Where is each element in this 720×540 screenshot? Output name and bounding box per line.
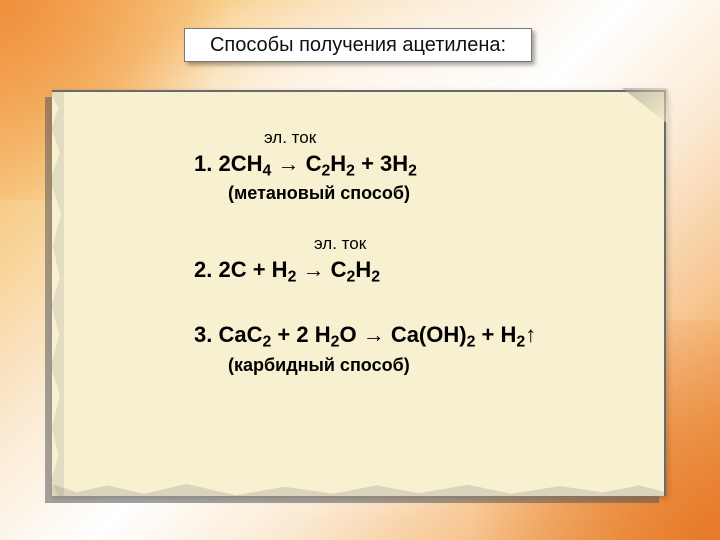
- r2-rhs1: C: [331, 257, 347, 282]
- r3-lhs1: CaC: [218, 322, 262, 347]
- r3-up: ↑: [525, 322, 536, 347]
- r2-arrow: →: [303, 257, 325, 282]
- r1-lhs-sub: 4: [263, 162, 272, 179]
- r1-arrow: →: [277, 151, 299, 176]
- r3-rhs2-sub: 2: [516, 334, 525, 351]
- parchment-panel: эл. ток 1. 2CH4 → C2H2 + 3H2 (метановый …: [52, 90, 666, 496]
- reaction-1-method: (метановый способ): [194, 183, 634, 204]
- r2-lhs1: 2C + H: [218, 257, 287, 282]
- reaction-1-condition: эл. ток: [194, 128, 634, 148]
- r3-rhs1: Ca(OH): [391, 322, 467, 347]
- r1-rhs1-sub: 2: [321, 162, 330, 179]
- reaction-2-condition: эл. ток: [194, 234, 634, 254]
- r2-rhs2-sub: 2: [371, 269, 380, 286]
- r2-lhs1-sub: 2: [288, 269, 297, 286]
- reaction-2: эл. ток 2. 2C + H2 → C2H2: [194, 234, 634, 287]
- reaction-1-equation: 1. 2CH4 → C2H2 + 3H2: [194, 150, 634, 181]
- r3-rhs2: + H: [475, 322, 516, 347]
- r1-plus: +: [355, 151, 380, 176]
- r1-rhs1: C: [306, 151, 322, 176]
- title-text: Способы получения ацетилена:: [210, 34, 506, 57]
- r1-rhs3: 3H: [380, 151, 408, 176]
- torn-edge-bottom: [52, 484, 664, 498]
- r1-lhs: 2CH: [218, 151, 262, 176]
- r3-num: 3.: [194, 322, 212, 347]
- reactions-content: эл. ток 1. 2CH4 → C2H2 + 3H2 (метановый …: [52, 92, 664, 426]
- reaction-2-equation: 2. 2C + H2 → C2H2: [194, 256, 634, 287]
- r1-rhs3-sub: 2: [408, 162, 417, 179]
- r1-num: 1.: [194, 151, 212, 176]
- r3-lhs3: O: [339, 322, 356, 347]
- r1-rhs2: H: [330, 151, 346, 176]
- r3-lhs2: + 2 H: [271, 322, 330, 347]
- r1-rhs2-sub: 2: [346, 162, 355, 179]
- reaction-3: 3. CaC2 + 2 H2O → Ca(OH)2 + H2↑ (карбидн…: [194, 321, 634, 375]
- r3-arrow: →: [363, 322, 385, 347]
- title-box: Способы получения ацетилена:: [184, 28, 532, 62]
- r2-rhs2: H: [355, 257, 371, 282]
- r3-lhs1-sub: 2: [263, 334, 272, 351]
- r2-num: 2.: [194, 257, 212, 282]
- reaction-3-equation: 3. CaC2 + 2 H2O → Ca(OH)2 + H2↑: [194, 321, 634, 352]
- reaction-3-method: (карбидный способ): [194, 355, 634, 376]
- reaction-1: эл. ток 1. 2CH4 → C2H2 + 3H2 (метановый …: [194, 128, 634, 204]
- slide-stage: Способы получения ацетилена: эл. ток 1. …: [0, 0, 720, 540]
